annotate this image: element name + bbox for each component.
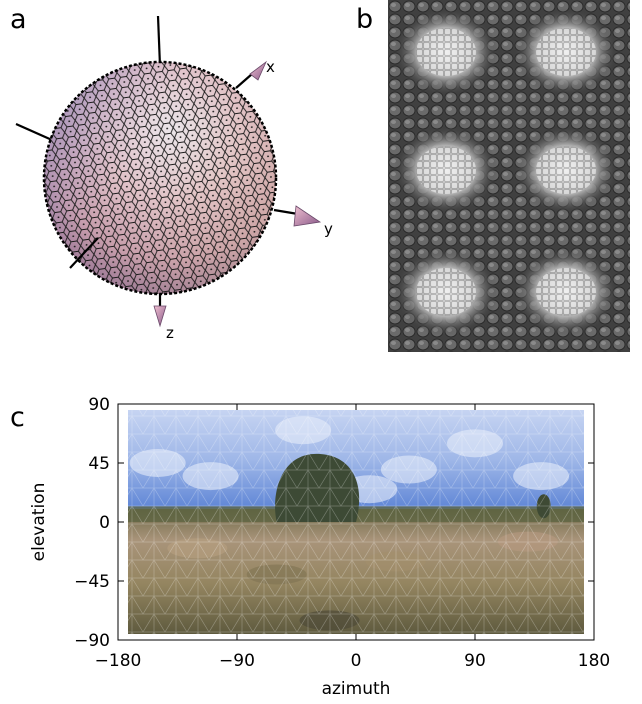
x-axis-arrow — [235, 60, 267, 89]
x-axis-label: azimuth — [322, 679, 391, 699]
panel-label-a: a — [10, 4, 27, 35]
mosaic-bright-spots — [394, 8, 618, 336]
x-tick-label: 90 — [464, 651, 486, 671]
voronoi-sphere — [42, 60, 278, 296]
panel-b-mosaic-image — [388, 0, 630, 352]
y-axis: 90 45 0 −45 −90 — [74, 395, 594, 651]
panel-a-sphere-figure: x y z — [15, 15, 333, 342]
axis-stub-left — [15, 122, 53, 142]
y-tick-label: 90 — [88, 395, 110, 415]
y-axis-label: elevation — [29, 483, 49, 562]
z-axis-arrow — [153, 294, 167, 328]
panel-label-c: c — [10, 402, 25, 433]
panel-label-b: b — [356, 4, 374, 35]
axis-stub-front-left — [69, 237, 99, 269]
x-axis-label: x — [266, 58, 275, 76]
y-tick-label: −45 — [74, 572, 110, 592]
y-axis-label: y — [324, 220, 333, 238]
z-axis-label: z — [166, 324, 174, 342]
x-tick-label: −180 — [95, 651, 142, 671]
x-axis: −180 −90 0 90 180 — [95, 404, 610, 671]
y-axis-arrow — [273, 205, 322, 227]
y-tick-label: −90 — [74, 631, 110, 651]
x-tick-label: −90 — [219, 651, 255, 671]
triangulation-mesh — [128, 404, 584, 640]
x-tick-label: 0 — [351, 651, 362, 671]
y-tick-label: 0 — [99, 513, 110, 533]
axis-stub-top — [156, 15, 162, 67]
y-tick-label: 45 — [88, 454, 110, 474]
x-tick-label: 180 — [578, 651, 610, 671]
